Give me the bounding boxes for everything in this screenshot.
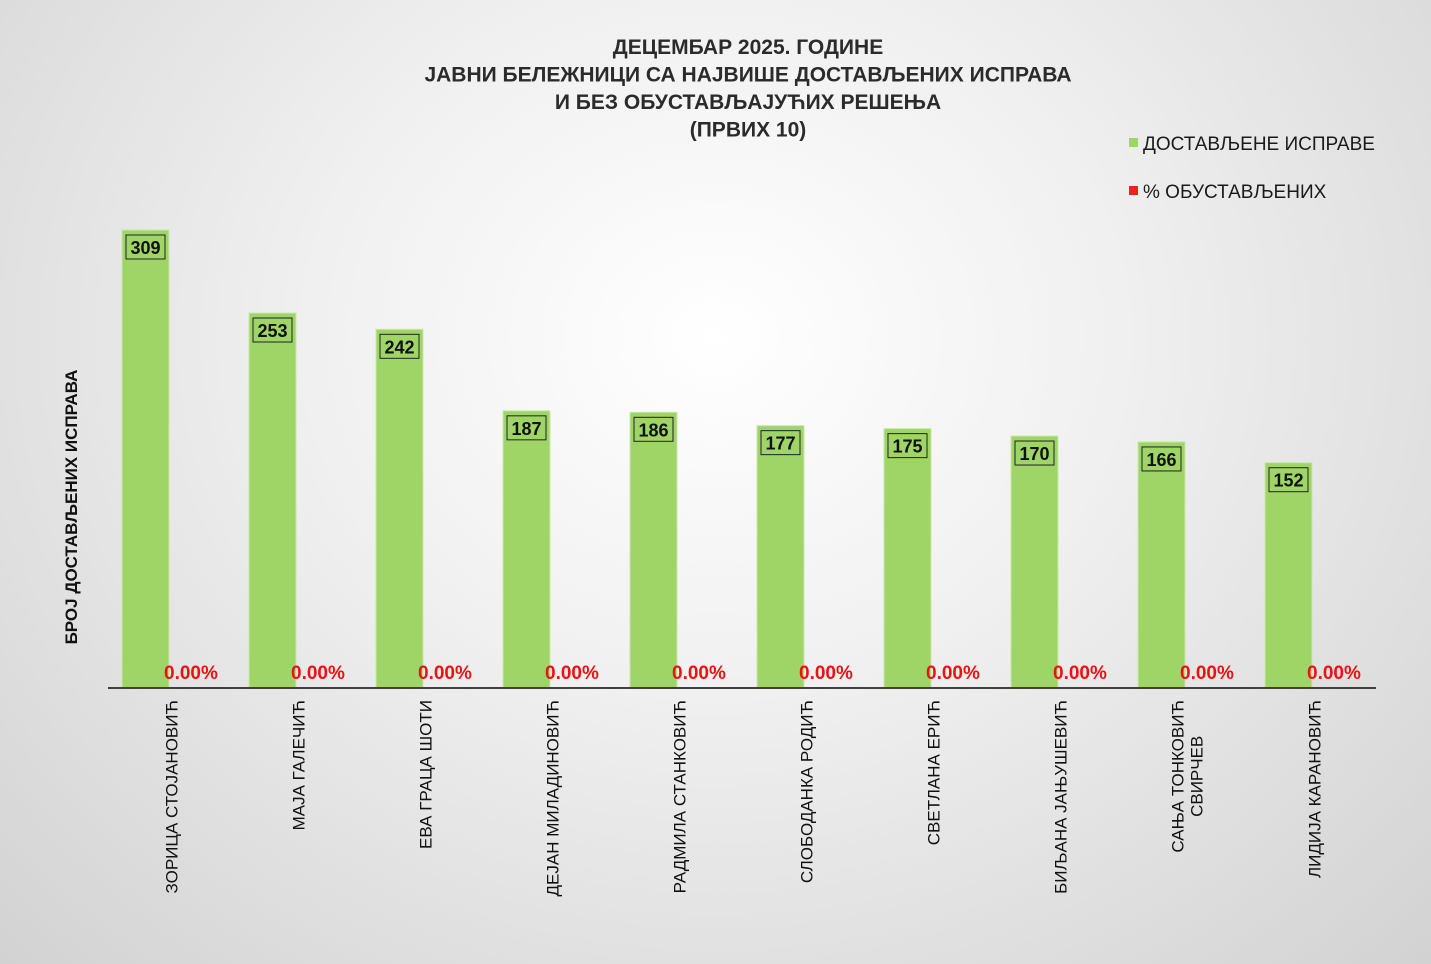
chart-title-line: ЈАВНИ БЕЛЕЖНИЦИ СА НАЈВИШЕ ДОСТАВЉЕНИХ И… bbox=[424, 64, 1071, 87]
x-tick-label-text: ЛИДИЈА КАРАНОВИЋ bbox=[1306, 700, 1325, 878]
x-tick-label-text: ДЕЈАН МИЛАДИНОВИЋ bbox=[544, 700, 563, 896]
percent-label: 0.00% bbox=[926, 663, 980, 684]
percent-label: 0.00% bbox=[545, 663, 599, 684]
data-label-box bbox=[633, 416, 674, 442]
x-tick-label: ДЕЈАН МИЛАДИНОВИЋ bbox=[544, 700, 563, 896]
data-label: 175 bbox=[892, 437, 922, 457]
y-axis-label: БРОЈ ДОСТАВЉЕНИХ ИСПРАВА bbox=[62, 370, 81, 645]
data-label-box bbox=[1014, 440, 1055, 466]
percent-label: 0.00% bbox=[164, 663, 218, 684]
bar bbox=[248, 312, 297, 689]
percent-label: 0.00% bbox=[672, 663, 726, 684]
bar bbox=[1010, 435, 1059, 689]
legend-entry: ДОСТАВЉЕНЕ ИСПРАВЕ bbox=[1143, 134, 1375, 155]
percent-label: 0.00% bbox=[1307, 663, 1361, 684]
x-tick-label: СВЕТЛАНА ЕРИЋ bbox=[925, 700, 944, 845]
x-tick-label-text: СВИРЧЕВ bbox=[1188, 736, 1207, 817]
data-label: 253 bbox=[257, 321, 287, 341]
data-label: 309 bbox=[130, 238, 160, 258]
percent-label: 0.00% bbox=[1180, 663, 1234, 684]
x-tick-label: САЊА ТОНКОВИЋ СВИРЧЕВ bbox=[1169, 700, 1207, 853]
chart-title: ДЕЦЕМБАР 2025. ГОДИНЕ ЈАВНИ БЕЛЕЖНИЦИ СА … bbox=[424, 36, 1071, 142]
data-label-box bbox=[379, 333, 420, 359]
data-label-box bbox=[506, 415, 547, 441]
x-tick-label-text: СЛОБОДАНКА РОДИЋ bbox=[798, 700, 817, 883]
x-tick-label-text: МАЈА ГАЛЕЧИЋ bbox=[290, 700, 309, 830]
x-tick-label: ЕВА ГРАЦА ШОТИ bbox=[417, 700, 436, 849]
legend-entry: % ОБУСТАВЉЕНИХ bbox=[1143, 182, 1327, 203]
chart-title-line: (ПРВИХ 10) bbox=[690, 119, 807, 142]
bar bbox=[375, 328, 424, 689]
data-label: 242 bbox=[384, 337, 414, 357]
x-tick-label: МАЈА ГАЛЕЧИЋ bbox=[290, 700, 309, 830]
x-tick-label-text: ЕВА ГРАЦА ШОТИ bbox=[417, 700, 436, 849]
data-label: 187 bbox=[511, 419, 541, 439]
percent-label: 0.00% bbox=[291, 663, 345, 684]
chart-title-line: И БЕЗ ОБУСТАВЉАЈУЋИХ РЕШЕЊА bbox=[555, 91, 941, 114]
data-label-box bbox=[1268, 467, 1309, 493]
percent-label: 0.00% bbox=[418, 663, 472, 684]
percent-label: 0.00% bbox=[1053, 663, 1107, 684]
bar bbox=[1137, 441, 1186, 689]
x-tick-label-text: БИЉАНА ЈАЊУШЕВИЋ bbox=[1052, 700, 1071, 894]
data-label-box bbox=[887, 433, 928, 459]
bar bbox=[629, 411, 678, 689]
data-label-box bbox=[125, 234, 166, 260]
x-tick-label-text: САЊА ТОНКОВИЋ bbox=[1169, 700, 1188, 853]
x-tick-label-text: РАДМИЛА СТАНКОВИЋ bbox=[671, 700, 690, 893]
data-label-box bbox=[1141, 446, 1182, 472]
chart-title-line: ДЕЦЕМБАР 2025. ГОДИНЕ bbox=[613, 36, 883, 59]
data-label: 170 bbox=[1019, 444, 1049, 464]
data-label-box bbox=[760, 430, 801, 456]
x-tick-label: РАДМИЛА СТАНКОВИЋ bbox=[671, 700, 690, 893]
legend-swatch bbox=[1129, 138, 1138, 147]
x-tick-label: ЗОРИЦА СТОЈАНОВИЋ bbox=[163, 700, 182, 893]
bar bbox=[121, 229, 170, 689]
bar bbox=[756, 425, 805, 689]
bar bbox=[1264, 462, 1313, 689]
bar bbox=[883, 428, 932, 689]
legend-swatch bbox=[1129, 186, 1138, 195]
data-label: 177 bbox=[765, 434, 795, 454]
data-label: 166 bbox=[1146, 450, 1176, 470]
x-tick-label: ЛИДИЈА КАРАНОВИЋ bbox=[1306, 700, 1325, 878]
data-label-box bbox=[252, 317, 293, 343]
bar bbox=[502, 410, 551, 689]
x-tick-label: БИЉАНА ЈАЊУШЕВИЋ bbox=[1052, 700, 1071, 894]
data-label: 152 bbox=[1273, 471, 1303, 491]
percent-label: 0.00% bbox=[799, 663, 853, 684]
x-tick-label: СЛОБОДАНКА РОДИЋ bbox=[798, 700, 817, 883]
data-label: 186 bbox=[638, 420, 668, 440]
x-tick-label-text: СВЕТЛАНА ЕРИЋ bbox=[925, 700, 944, 845]
legend: ДОСТАВЉЕНЕ ИСПРАВЕ % ОБУСТАВЉЕНИХ bbox=[1129, 134, 1375, 203]
x-tick-label-text: ЗОРИЦА СТОЈАНОВИЋ bbox=[163, 700, 182, 893]
